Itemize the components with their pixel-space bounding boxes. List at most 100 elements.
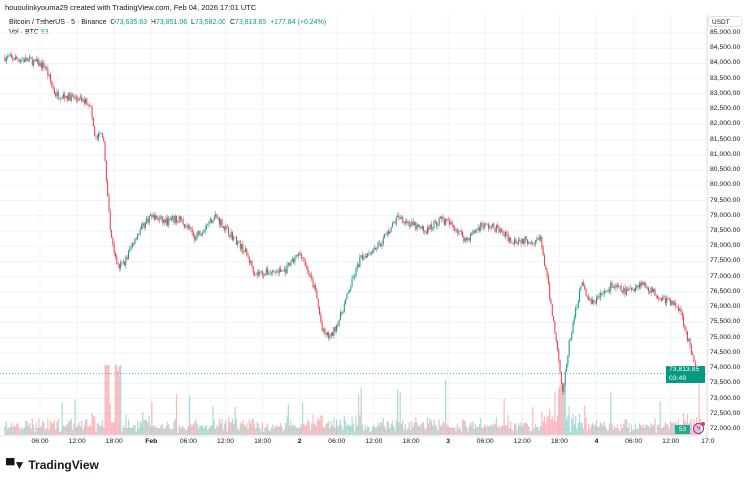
candle-body — [155, 215, 157, 220]
candle-body — [47, 68, 49, 76]
volume-bar — [116, 365, 118, 435]
candle-body — [309, 275, 311, 277]
volume-bar — [603, 421, 605, 435]
volume-bar — [344, 420, 347, 435]
volume-bar — [354, 431, 356, 435]
price-tick: 76,500.00 — [710, 287, 741, 295]
candle-body — [302, 257, 304, 259]
volume-bar — [476, 427, 478, 435]
candle-body — [322, 328, 324, 331]
volume-bar — [108, 365, 110, 435]
candle-body — [62, 94, 64, 98]
currency-unit[interactable]: USDT — [708, 16, 742, 27]
volume-bar — [217, 426, 219, 435]
candle-body — [445, 218, 447, 225]
candle-body — [103, 137, 105, 142]
candle-body — [486, 223, 488, 225]
time-tick: 06:00 — [31, 438, 49, 445]
candle-body — [140, 225, 142, 230]
volume-bar — [229, 422, 231, 435]
volume-bar — [382, 418, 384, 435]
volume-bar — [57, 418, 59, 435]
volume-bar — [590, 425, 592, 435]
candle-body — [478, 227, 480, 231]
candle-body — [618, 285, 620, 287]
candle-body — [315, 285, 317, 291]
volume-bar — [673, 423, 676, 435]
candle-body — [562, 383, 564, 392]
volume-bar — [572, 413, 574, 435]
volume-bar — [383, 426, 386, 435]
candle-body — [135, 238, 137, 240]
volume-bar — [445, 379, 447, 435]
candle-body — [228, 226, 230, 235]
symbol-name[interactable]: Bitcoin / TetherUS · 5 · Binance — [9, 19, 107, 26]
candle-body — [280, 268, 282, 272]
candle-body — [342, 312, 344, 314]
candle-body — [519, 240, 521, 241]
volume-bar — [686, 413, 689, 435]
candle-body — [125, 256, 127, 266]
candle-body — [546, 269, 548, 276]
candle-body — [181, 219, 183, 220]
candle-body — [276, 271, 278, 272]
price-chart[interactable] — [0, 14, 748, 438]
volume-bar — [461, 419, 464, 435]
volume-bar — [44, 429, 46, 435]
candle-body — [199, 231, 201, 236]
candle-body — [263, 275, 265, 276]
volume-bar — [169, 428, 171, 435]
lightning-icon[interactable]: ϟ — [693, 422, 705, 434]
candle-body — [671, 300, 673, 306]
volume-bar — [69, 420, 71, 435]
volume-bar — [339, 419, 341, 435]
candle-body — [636, 285, 638, 288]
candle-body — [134, 238, 136, 245]
candle-body — [56, 91, 58, 97]
volume-bar — [203, 428, 205, 435]
candle-body — [190, 227, 192, 229]
volume-bar — [208, 427, 210, 435]
candle-body — [484, 223, 486, 228]
volume-bar — [190, 424, 192, 435]
candle-body — [69, 92, 71, 101]
volume-bar — [88, 425, 91, 435]
volume-bar — [409, 430, 412, 435]
volume-bar — [247, 429, 249, 435]
volume-bar — [630, 424, 633, 435]
time-tick: Feb — [145, 438, 158, 445]
volume-bar — [433, 419, 435, 435]
volume-bar — [519, 425, 521, 435]
candle-body — [558, 349, 560, 360]
candle-body — [385, 234, 387, 236]
candle-body — [490, 225, 492, 228]
candle-body — [647, 287, 649, 292]
volume-bar — [450, 427, 452, 435]
volume-bar — [446, 424, 448, 435]
volume-bar — [38, 418, 40, 435]
volume-bar — [221, 418, 223, 435]
candle-body — [153, 215, 155, 220]
volume-bar — [22, 429, 24, 435]
candle-body — [666, 298, 668, 304]
candle-body — [151, 214, 153, 217]
candle-body — [411, 221, 413, 226]
candle-body — [109, 210, 111, 231]
volume-bar — [146, 420, 148, 435]
candle-body — [272, 270, 274, 273]
candle-body — [597, 296, 599, 299]
volume-bar — [455, 431, 457, 435]
candle-body — [241, 244, 243, 250]
candle-body — [21, 59, 23, 61]
candle-body — [420, 226, 422, 229]
candle-body — [222, 226, 224, 228]
volume-bar — [367, 425, 369, 435]
candle-body — [660, 298, 662, 301]
candle-body — [588, 296, 590, 301]
candle-body — [428, 227, 430, 230]
volume-bar — [104, 365, 106, 435]
candle-body — [202, 232, 204, 235]
volume-bar — [549, 409, 551, 435]
volume-bar — [109, 403, 111, 435]
candle-body — [143, 223, 145, 228]
